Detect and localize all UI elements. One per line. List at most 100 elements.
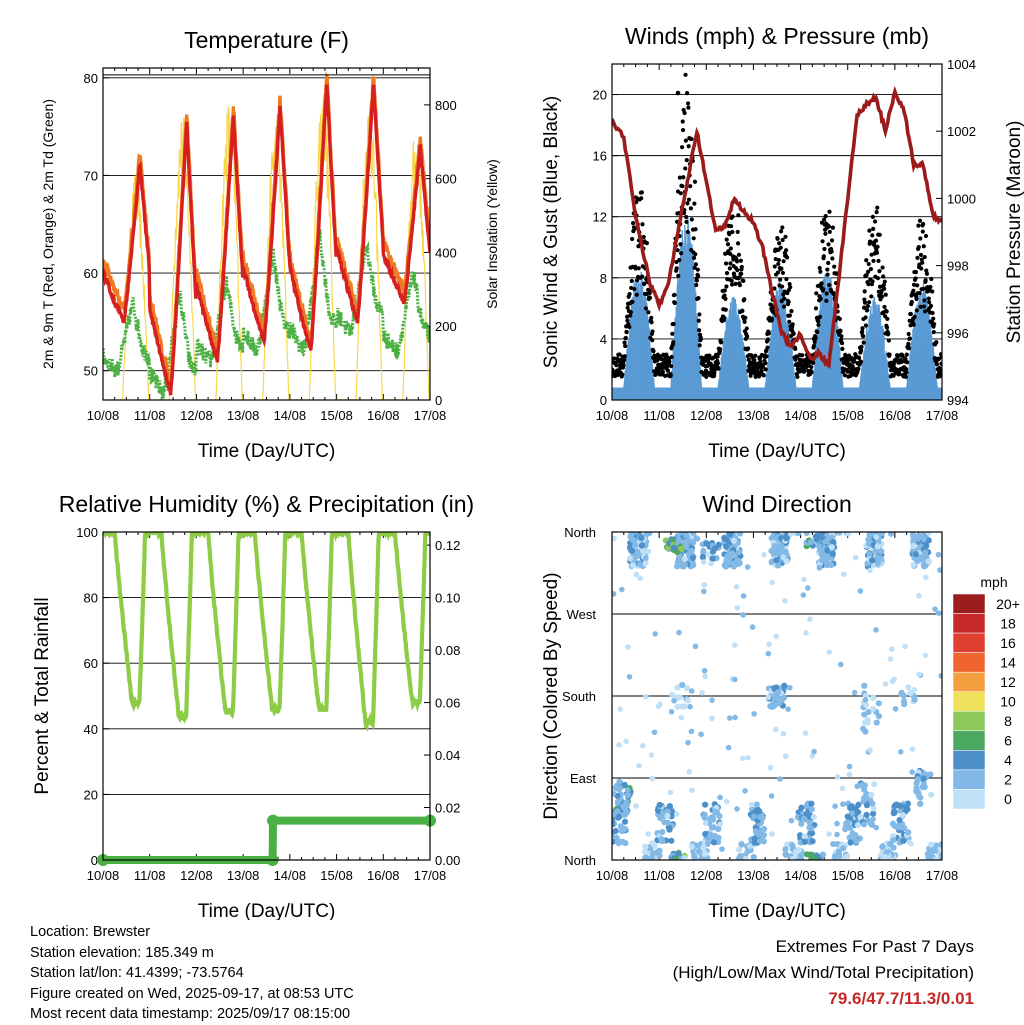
wind-direction-point	[865, 708, 872, 716]
gust-point	[680, 127, 686, 133]
gust-point	[696, 296, 701, 301]
gust-point	[826, 242, 831, 247]
wind-direction-point	[867, 820, 874, 827]
gust-point	[765, 337, 770, 342]
gust-point	[647, 291, 652, 296]
wind-direction-point	[686, 768, 693, 775]
gust-point	[629, 278, 634, 284]
gust-point	[686, 197, 692, 202]
wind-direction-point	[667, 789, 674, 796]
wind-direction-point	[781, 682, 788, 689]
wind-direction-point	[736, 846, 743, 853]
y-tick-label: 40	[84, 722, 98, 737]
gust-point	[920, 229, 925, 234]
wind-direction-point	[798, 820, 805, 827]
y-tick-label-right: 994	[947, 393, 969, 408]
colorbar-swatch	[952, 613, 986, 634]
panel-title: Winds (mph) & Pressure (mb)	[625, 23, 929, 49]
wind-direction-point	[751, 711, 757, 717]
wind-direction-point	[780, 554, 787, 561]
gust-point	[851, 359, 857, 364]
gust-point	[827, 209, 832, 214]
wind-direction-point	[753, 801, 760, 808]
wind-direction-point	[710, 824, 717, 831]
wind-direction-point	[851, 689, 858, 696]
x-tick-label: 10/08	[596, 868, 629, 883]
wind-direction-point	[767, 764, 774, 771]
pressure-line	[612, 85, 942, 370]
wind-direction-point	[895, 824, 903, 831]
wind-direction-point	[683, 685, 691, 692]
gust-point	[819, 281, 824, 286]
wind-direction-point	[629, 536, 636, 543]
x-tick-label: 11/08	[134, 868, 166, 883]
x-tick-label: 10/08	[596, 408, 629, 423]
gust-point	[882, 286, 887, 291]
wind-direction-point	[717, 821, 724, 827]
gust-point	[778, 229, 784, 234]
location-text: Location: Brewster	[30, 924, 151, 940]
wind-direction-point	[698, 731, 704, 738]
y-tick-label: West	[567, 607, 597, 622]
gust-point	[639, 190, 644, 195]
colorbar-swatch	[952, 711, 986, 732]
gust-point	[866, 282, 871, 287]
gust-point	[646, 310, 651, 315]
wind-direction-point	[689, 787, 695, 794]
gust-point	[678, 191, 683, 196]
gust-point	[839, 337, 844, 342]
wind-direction-point	[749, 624, 756, 630]
gust-point	[775, 236, 780, 241]
wind-direction-point	[699, 553, 707, 561]
wind-direction-point	[800, 592, 807, 598]
wind-direction-point	[633, 571, 640, 578]
wind-direction-point	[723, 543, 730, 550]
wind-direction-point	[866, 532, 873, 538]
wind-direction-point	[873, 719, 880, 726]
wind-direction-point	[925, 537, 932, 544]
y-tick-label-right: 200	[435, 319, 457, 334]
plot-frame	[102, 531, 431, 861]
wind-direction-point	[830, 840, 837, 848]
wind-direction-point	[849, 830, 856, 837]
panel-title: Temperature (F)	[184, 27, 349, 53]
gust-point	[817, 314, 823, 320]
y-axis-label: 2m & 9m T (Red, Orange) & 2m Td (Green)	[40, 99, 56, 369]
colorbar-label: 6	[1004, 733, 1012, 749]
gust-point	[865, 308, 870, 313]
x-tick-label: 12/08	[690, 868, 723, 883]
gust-point	[633, 266, 638, 271]
wind-direction-point	[721, 534, 728, 541]
wind-direction-point	[925, 558, 932, 565]
y-tick-label-right: 800	[435, 98, 457, 113]
wind-direction-point	[689, 562, 697, 569]
wind-direction-point	[819, 851, 826, 858]
gust-point	[766, 331, 771, 336]
y-tick-label: 80	[84, 71, 98, 86]
wind-direction-point	[844, 813, 851, 820]
figure: Temperature (F) Time (Day/UTC) 2m & 9m T (…	[32, 23, 1024, 920]
wind-direction-point	[818, 557, 825, 564]
gust-point	[728, 261, 733, 266]
gust-point	[715, 354, 720, 359]
wind-direction-point	[659, 812, 666, 819]
wind-direction-point	[860, 725, 867, 732]
wind-direction-point	[709, 813, 716, 821]
y-tick-label: 4	[600, 332, 607, 347]
wind-direction-point	[938, 842, 942, 848]
wind-direction-point	[708, 560, 714, 567]
x-tick-label: 15/08	[831, 408, 864, 423]
gust-point	[739, 271, 744, 276]
wind-direction-point	[824, 547, 831, 554]
gust-point	[850, 364, 855, 369]
gust-point	[931, 329, 936, 335]
gust-point	[780, 225, 785, 230]
wind-direction-point	[834, 774, 841, 780]
y-tick-label: North	[564, 525, 596, 540]
wind-direction-point	[688, 728, 695, 735]
gust-point	[693, 252, 698, 257]
y-tick-label-right: 0.04	[435, 748, 460, 763]
wind-direction-point	[783, 535, 790, 542]
gust-point	[675, 248, 680, 253]
wind-direction-point	[782, 846, 789, 853]
